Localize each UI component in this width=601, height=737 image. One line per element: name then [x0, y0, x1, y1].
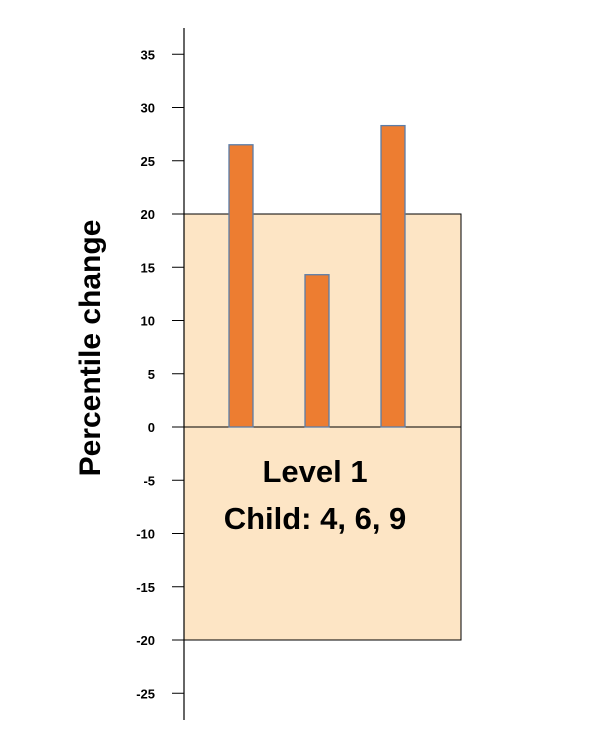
y-tick-label: -20 — [136, 633, 155, 648]
y-tick-label: 5 — [148, 367, 155, 382]
band-label-level: Level 1 — [262, 454, 367, 489]
y-tick-label: 0 — [148, 420, 155, 435]
y-tick-label: -5 — [143, 473, 155, 488]
y-tick-label: 35 — [141, 47, 155, 62]
y-tick-label: 25 — [141, 154, 155, 169]
bar-3 — [380, 124, 406, 428]
y-tick-label: -10 — [136, 527, 155, 542]
y-axis: 35 30 25 20 15 10 5 0 -5 -10 -15 -20 -25 — [136, 28, 185, 720]
bar-2 — [304, 274, 330, 428]
y-axis-label: Percentile change — [74, 220, 107, 477]
y-tick-label: -25 — [136, 686, 155, 701]
y-tick-label: 10 — [141, 314, 155, 329]
y-tick-label: 20 — [141, 207, 155, 222]
bar-1 — [228, 144, 254, 428]
band-label-child: Child: 4, 6, 9 — [224, 501, 407, 536]
bars — [228, 124, 406, 428]
y-tick-label: 30 — [141, 101, 155, 116]
y-tick-label: -15 — [136, 580, 155, 595]
y-tick-label: 15 — [141, 260, 155, 275]
